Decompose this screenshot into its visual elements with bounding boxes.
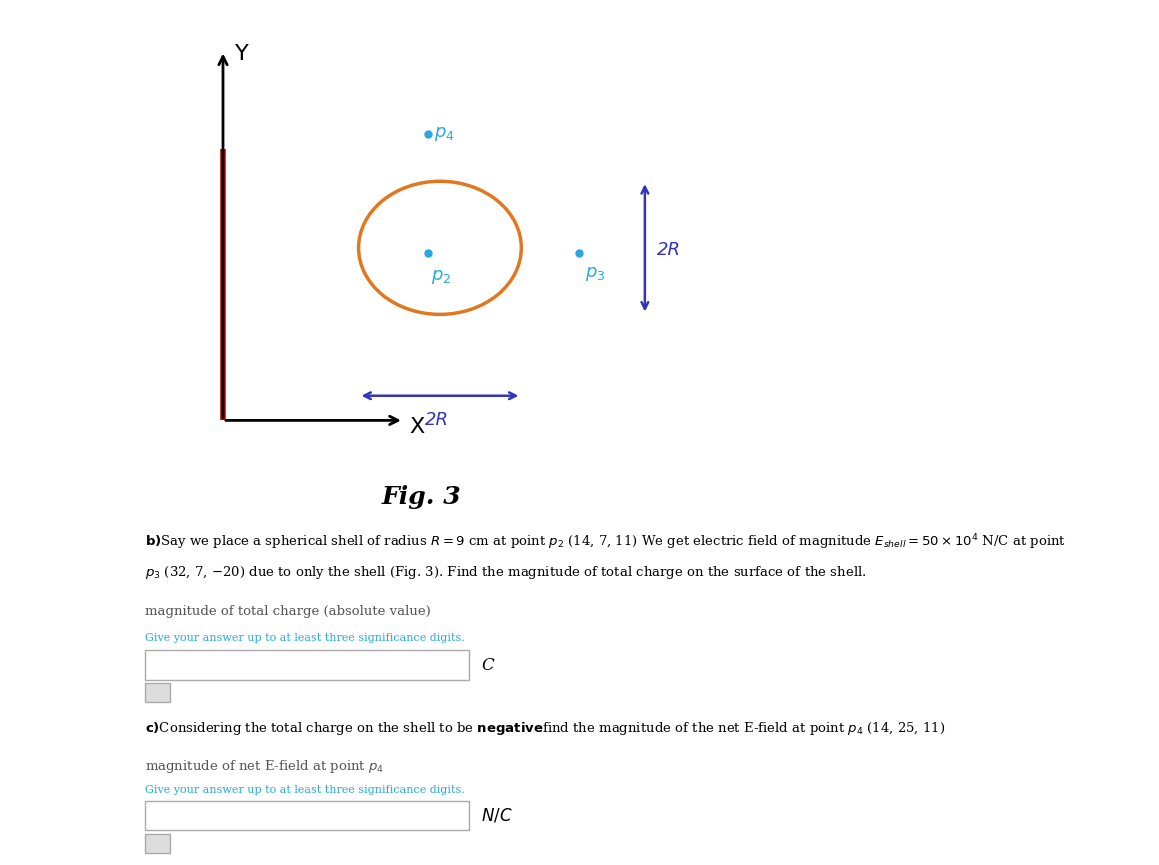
Text: Give your answer up to at least three significance digits.: Give your answer up to at least three si… <box>145 633 465 644</box>
FancyBboxPatch shape <box>145 801 469 830</box>
Text: $\mathbf{c)}$Considering the total charge on the shell to be $\mathit{\mathbf{ne: $\mathbf{c)}$Considering the total charg… <box>145 720 946 737</box>
Text: $N/C$: $N/C$ <box>481 807 512 824</box>
Text: $p_2$: $p_2$ <box>431 268 451 285</box>
FancyBboxPatch shape <box>145 683 170 702</box>
Text: X: X <box>410 417 425 437</box>
Text: C: C <box>481 657 494 674</box>
Text: $p_3$: $p_3$ <box>584 266 605 284</box>
FancyBboxPatch shape <box>145 650 469 680</box>
Text: Give your answer up to at least three significance digits.: Give your answer up to at least three si… <box>145 785 465 796</box>
Text: magnitude of net E-field at point $p_4$: magnitude of net E-field at point $p_4$ <box>145 758 384 775</box>
Text: Y: Y <box>235 44 249 65</box>
Text: Fig. 3: Fig. 3 <box>382 485 461 509</box>
Text: magnitude of total charge (absolute value): magnitude of total charge (absolute valu… <box>145 606 431 618</box>
FancyBboxPatch shape <box>145 834 170 853</box>
Text: 2R: 2R <box>657 241 681 260</box>
Text: 2R: 2R <box>425 412 449 429</box>
Text: $p_3$ (32, 7, $-$20) due to only the shell (Fig. 3). Find the magnitude of total: $p_3$ (32, 7, $-$20) due to only the she… <box>145 564 867 581</box>
Text: $\mathbf{b)}$Say we place a spherical shell of radius $R = 9$ cm at point $p_2$ : $\mathbf{b)}$Say we place a spherical sh… <box>145 533 1066 553</box>
Text: $p_4$: $p_4$ <box>433 125 454 143</box>
